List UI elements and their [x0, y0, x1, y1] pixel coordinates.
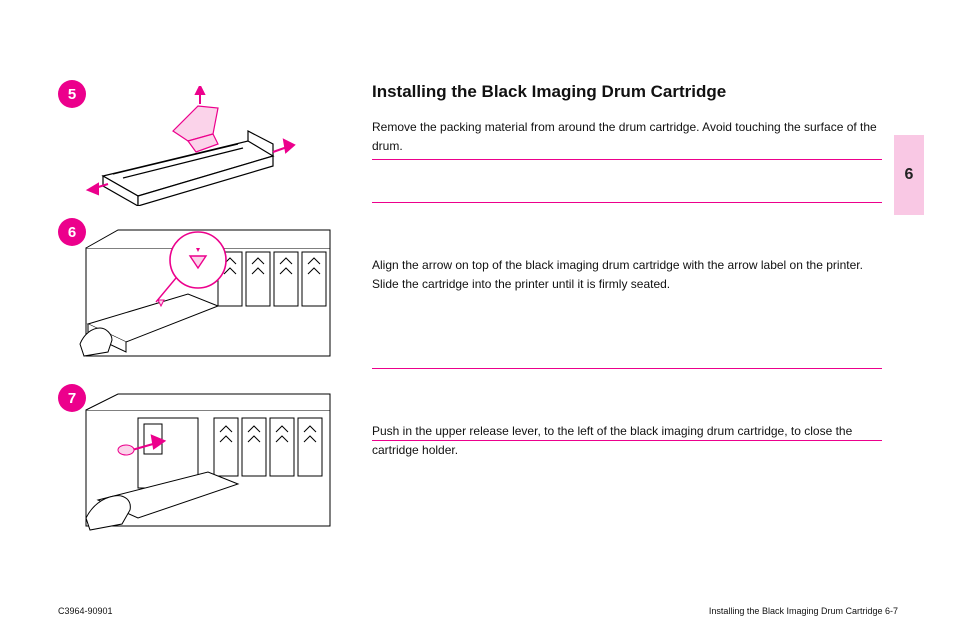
step-6: 6 Align t [58, 218, 888, 368]
footer-left: C3964-90901 [58, 605, 113, 618]
rule-3 [372, 368, 882, 369]
step-7-illustration [78, 390, 338, 546]
step-6-text: Align the arrow on top of the black imag… [372, 256, 882, 293]
step-6-illustration [78, 224, 338, 372]
chapter-tab-number: 6 [905, 166, 914, 184]
rule-1 [372, 159, 882, 160]
chapter-tab: 6 [894, 135, 924, 215]
step-5-text: Remove the packing material from around … [372, 118, 882, 155]
step-5-illustration [78, 86, 338, 206]
step-7: 7 Push in the upp [58, 384, 888, 544]
rule-4 [372, 440, 882, 441]
footer-right: Installing the Black Imaging Drum Cartri… [709, 605, 898, 618]
rule-2 [372, 202, 882, 203]
step-5: 5 Remove the packing material from aroun… [58, 80, 888, 210]
